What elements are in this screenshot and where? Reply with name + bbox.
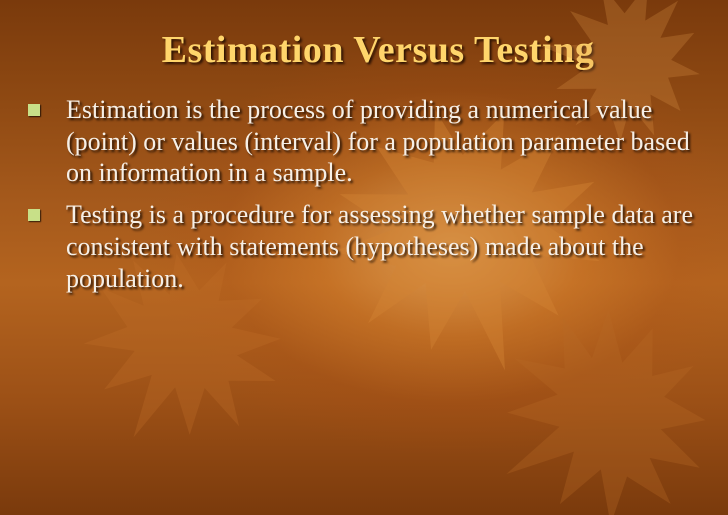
bullet-square-icon (28, 104, 40, 116)
slide: Estimation Versus Testing Estimation is … (0, 0, 728, 515)
bullet-item: Testing is a procedure for assessing whe… (22, 199, 694, 294)
bullet-item: Estimation is the process of providing a… (22, 94, 694, 189)
bullet-text: Testing is a procedure for assessing whe… (66, 200, 693, 292)
bullet-text: Estimation is the process of providing a… (66, 95, 690, 187)
bullet-square-icon (28, 209, 40, 221)
leaf-decoration-3 (436, 256, 728, 515)
bullet-list: Estimation is the process of providing a… (22, 94, 694, 294)
slide-title: Estimation Versus Testing (62, 28, 694, 72)
